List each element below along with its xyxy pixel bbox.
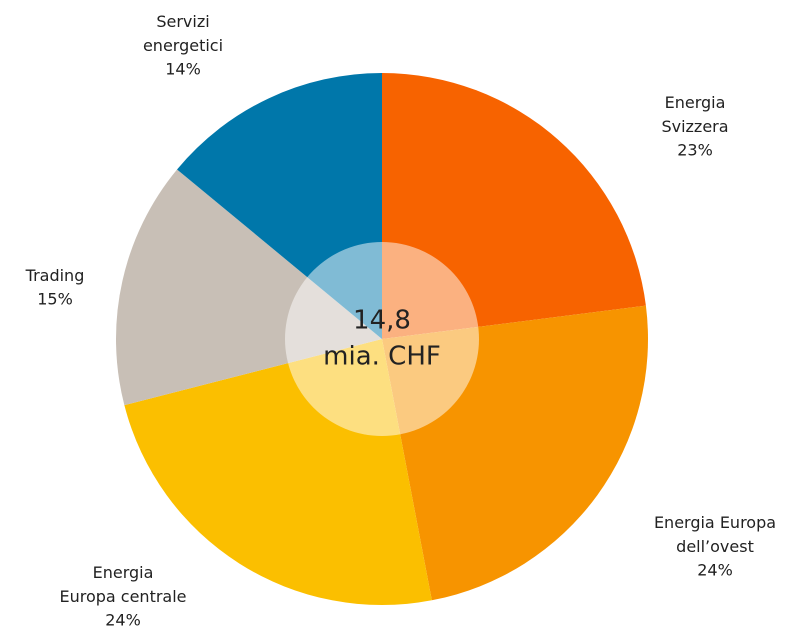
value-label: 24% (105, 611, 141, 630)
slice-label: Energia Europa dell’ovest (654, 513, 776, 556)
slice-label: Trading (25, 266, 85, 285)
value-label: 23% (677, 141, 713, 160)
value-label: 15% (37, 290, 73, 309)
center-disc (285, 242, 479, 436)
center-label: 14,8 (353, 306, 411, 336)
slice-label: Servizi energetici (143, 12, 223, 55)
slice-label: Energia Europa centrale (59, 563, 186, 606)
value-label: 14% (165, 60, 201, 79)
center-label: mia. CHF (323, 342, 441, 372)
value-label: 24% (697, 561, 733, 580)
slice-label: Energia Svizzera (661, 93, 728, 136)
